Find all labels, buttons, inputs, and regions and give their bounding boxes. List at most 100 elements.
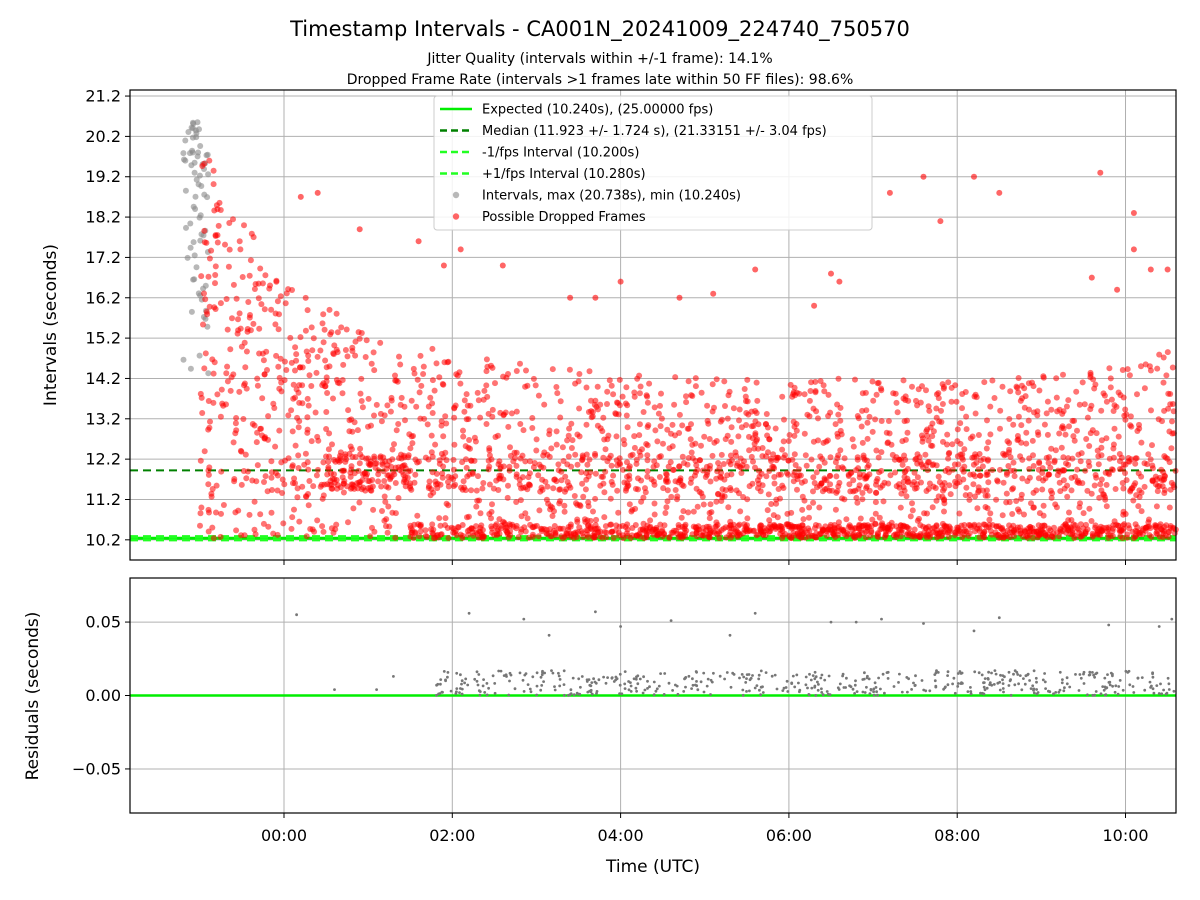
dropped-frame-point (485, 457, 492, 464)
dropped-frame-point (255, 295, 262, 302)
dropped-frame-point (826, 472, 833, 479)
dropped-frame-point (799, 506, 806, 513)
dropped-frame-point (290, 395, 297, 402)
residual-point (876, 693, 879, 697)
residual-point (579, 685, 582, 689)
dropped-frame-point (592, 495, 599, 502)
dropped-frame-point (1014, 524, 1021, 531)
dropped-frame-point (276, 374, 283, 381)
dropped-frame-point (897, 504, 904, 511)
dropped-frame-point (377, 453, 384, 460)
dropped-frame-point (726, 532, 733, 539)
dropped-frame-point (766, 528, 773, 535)
dropped-frame-point (909, 500, 915, 507)
dropped-frame-point (304, 429, 311, 436)
dropped-frame-point (859, 496, 866, 503)
dropped-frame-point (539, 476, 546, 483)
residual-point (1035, 692, 1039, 696)
dropped-frame-point (244, 328, 251, 335)
dropped-frame-point (1119, 367, 1126, 373)
dropped-frame-point (349, 428, 356, 435)
dropped-frame-point (1003, 490, 1010, 497)
dropped-frame-point (519, 452, 526, 459)
dropped-frame-point (565, 526, 572, 533)
dropped-frame-point (892, 469, 899, 476)
residual-point (497, 669, 501, 673)
residual-point (1101, 685, 1105, 688)
dropped-frame-point (938, 407, 944, 414)
dropped-frame-point (920, 464, 926, 471)
dropped-frame-point (536, 507, 543, 514)
dropped-frame-point (1118, 527, 1125, 533)
dropped-frame-point (658, 415, 665, 422)
dropped-frame-point (342, 458, 349, 465)
dropped-frame-point (569, 437, 576, 444)
dropped-frame-point (583, 384, 590, 391)
dropped-frame-point (983, 487, 990, 494)
dropped-frame-point (608, 462, 615, 469)
dropped-frame-point (381, 478, 388, 484)
dropped-frame-point (737, 508, 744, 515)
dropped-frame-point (268, 306, 275, 313)
dropped-frame-point (892, 531, 899, 538)
dropped-frame-point (276, 427, 283, 434)
dropped-frame-point (859, 490, 866, 496)
interval-point (204, 323, 211, 330)
dropped-frame-point (628, 508, 635, 515)
dropped-frame-point (224, 363, 231, 370)
dropped-frame-point (288, 525, 295, 532)
dropped-frame-point (494, 532, 500, 538)
dropped-frame-point (869, 516, 876, 523)
dropped-frame-point (693, 462, 700, 469)
dropped-frame-point (984, 492, 991, 499)
dropped-frame-point (902, 436, 909, 443)
dropped-frame-point (218, 386, 225, 393)
dropped-frame-point (709, 452, 716, 459)
dropped-frame-point (296, 364, 303, 371)
residual-point (1012, 672, 1015, 676)
dropped-frame-point (338, 324, 345, 331)
dropped-frame-point (913, 397, 919, 404)
residual-point (761, 691, 765, 694)
residual-outlier (295, 613, 298, 617)
dropped-frame-point (210, 399, 217, 406)
dropped-frame-point (198, 504, 205, 511)
residual-point (1113, 690, 1117, 694)
top-points (180, 119, 1179, 542)
residual-point (798, 690, 801, 694)
dropped-frame-point (379, 508, 385, 514)
residual-point (952, 676, 956, 680)
dropped-frame-point (636, 530, 643, 537)
residual-point (946, 670, 950, 674)
residual-point (646, 687, 649, 690)
dropped-frame-outlier (440, 262, 447, 269)
dropped-frame-point (480, 533, 487, 539)
residual-point (814, 694, 818, 697)
residual-point (994, 672, 998, 676)
residual-point (539, 688, 543, 692)
dropped-frame-point (1070, 433, 1077, 440)
dropped-frame-point (938, 419, 945, 425)
dropped-frame-point (386, 458, 393, 465)
dropped-frame-point (1144, 461, 1151, 468)
dropped-frame-point (1052, 501, 1059, 508)
dropped-frame-point (257, 265, 264, 272)
dropped-frame-point (1056, 430, 1063, 437)
dropped-frame-point (238, 448, 245, 455)
dropped-frame-point (377, 339, 384, 346)
residual-point (684, 685, 687, 689)
dropped-frame-point (199, 163, 206, 169)
residual-point (813, 677, 817, 681)
residual-point (1009, 693, 1013, 697)
dropped-frame-point (340, 489, 347, 496)
dropped-frame-point (1030, 504, 1037, 511)
dropped-frame-point (774, 514, 781, 521)
dropped-frame-point (317, 347, 324, 354)
dropped-frame-point (1146, 363, 1153, 370)
dropped-frame-point (862, 529, 869, 535)
dropped-frame-point (321, 326, 328, 333)
dropped-frame-point (997, 425, 1003, 432)
residual-point (493, 691, 497, 695)
dropped-frame-point (967, 522, 974, 529)
dropped-frame-point (801, 497, 808, 504)
